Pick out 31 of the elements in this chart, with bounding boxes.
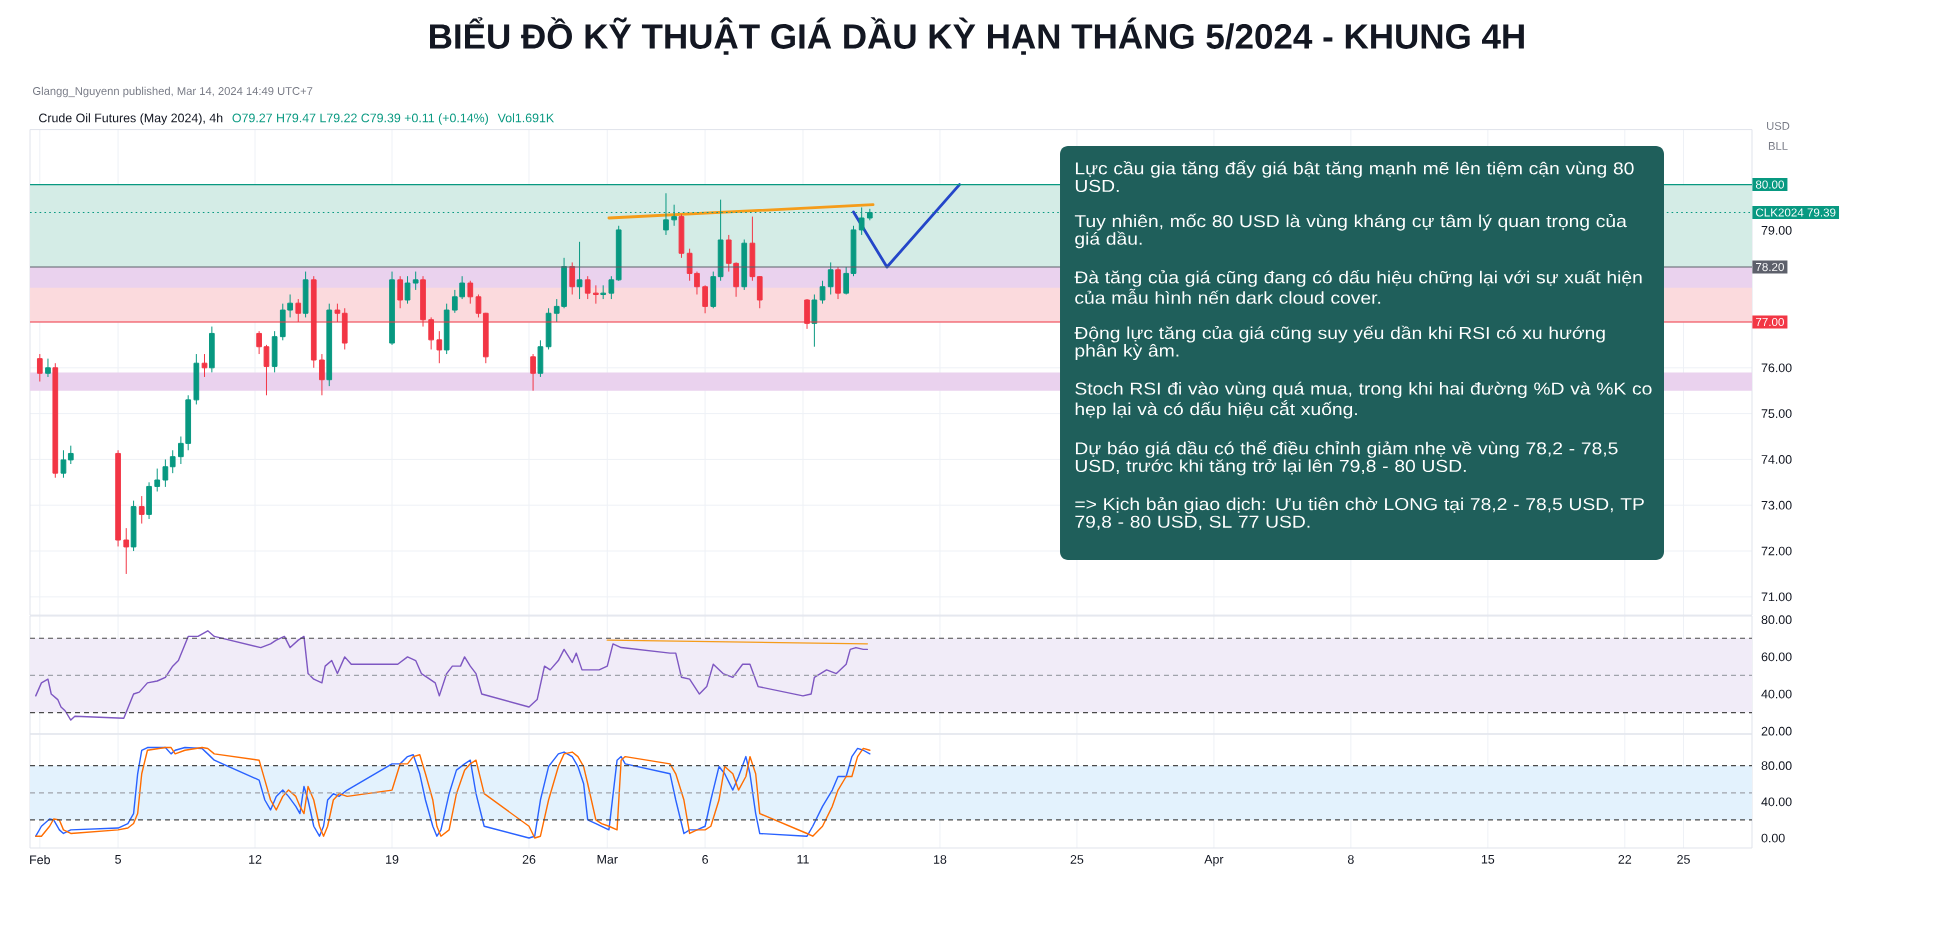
candlestick [162, 458, 169, 488]
annotation: Động lực tăng của giá cũng suy yếu dần khi RSI có xu hướng phân kỳ âm. [1074, 325, 1605, 361]
candlestick [36, 353, 43, 383]
candlestick [302, 271, 309, 318]
candlestick [138, 495, 145, 525]
candlestick [569, 261, 576, 295]
line-series [35, 746, 871, 839]
candlestick [593, 284, 599, 305]
candlestick [584, 275, 591, 300]
candlestick [741, 239, 748, 291]
candlestick [130, 500, 137, 552]
candlestick [404, 275, 411, 305]
annotation: Lực cầu gia tăng đẩy giá bật tăng mạnh mẽ lên tiệm cận vùng 80 USD. [1075, 160, 1634, 193]
annotation: Đà tăng của giá cũng đang có dấu hiệu chững lại với sự xuất hiện của mẫu hình nến dark cloud cover. [1074, 270, 1642, 304]
candlestick [835, 266, 841, 300]
candlestick [326, 303, 333, 387]
annotation: => Kịch bản giao dịch: Ưu tiên chờ LONG tại 78,2 - 78,5 USD, TP 79,8 - 80 USD, SL 77 USD. [1075, 497, 1644, 530]
candlestick [530, 353, 536, 392]
candlestick [389, 271, 395, 346]
candlestick [201, 353, 208, 378]
candlestick [52, 362, 59, 479]
chart-title: BIỂU ĐỒ KỸ THUẬT GIÁ DẦU KỲ HẠN THÁNG 5/2024 - KHUNG 4H [430, 17, 1524, 55]
annotation: Tuy nhiên, mốc 80 USD là vùng kháng cự tâm lý quan trọng của giá dầu. [1074, 213, 1627, 249]
candlestick [397, 275, 404, 309]
candlestick [209, 326, 215, 373]
annotation: Stoch RSI đi vào vùng quá mua, trong khi hai đường %D và %K co hẹp lại và có dấu hiệu cắt xuống. [1075, 381, 1652, 419]
candlestick [600, 284, 607, 300]
candlestick [60, 449, 67, 479]
candlestick [576, 241, 583, 300]
annotation: Dự báo giá dầu có thể điều chỉnh giảm nhẹ về vùng 78,2 - 78,5 USD, trước khi tăng trở lại lên 79,8 - 80 USD. [1075, 440, 1618, 476]
candlestick [45, 358, 51, 378]
